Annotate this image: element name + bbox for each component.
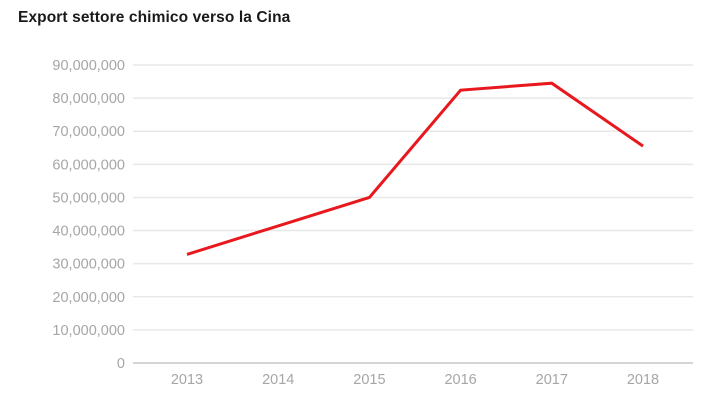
chart-title: Export settore chimico verso la Cina (18, 9, 291, 26)
x-axis-tick-label: 2016 (444, 372, 476, 388)
y-axis-tick-label: 50,000,000 (52, 190, 125, 206)
y-axis-tick-label: 70,000,000 (52, 124, 125, 140)
x-axis-tick-label: 2013 (171, 372, 203, 388)
x-axis-tick-label: 2018 (627, 372, 659, 388)
y-axis-tick-label: 30,000,000 (52, 257, 125, 273)
series-line-export-china (186, 81, 644, 256)
y-axis-tick-label: 60,000,000 (52, 157, 125, 173)
x-axis-tick-label: 2014 (262, 372, 294, 388)
y-axis-tick-label: 80,000,000 (52, 91, 125, 107)
y-axis-tick-label: 40,000,000 (52, 224, 125, 240)
x-axis-tick-label: 2015 (353, 372, 385, 388)
y-axis-tick-label: 90,000,000 (52, 58, 125, 74)
y-axis-tick-label: 20,000,000 (52, 290, 125, 306)
x-axis-tick-label: 2017 (536, 372, 568, 388)
y-axis-tick-label: 10,000,000 (52, 323, 125, 339)
y-axis-tick-label: 0 (117, 356, 125, 372)
